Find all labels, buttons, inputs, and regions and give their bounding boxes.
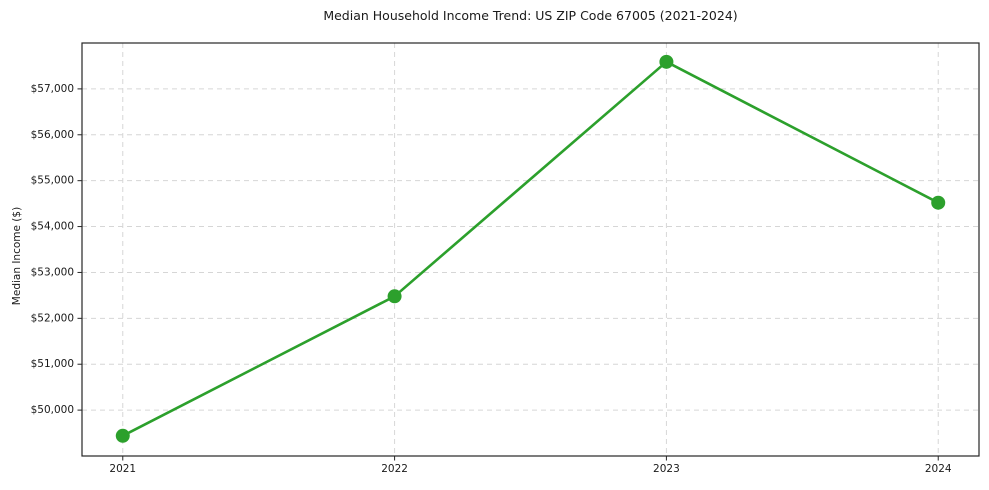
plot-border xyxy=(81,42,980,457)
data-point-2022 xyxy=(387,289,402,304)
x-tick-label-2024: 2024 xyxy=(925,463,952,475)
y-tick-label-56000: $56,000 xyxy=(31,129,74,141)
y-tick-label-53000: $53,000 xyxy=(31,266,74,278)
income-trend-line xyxy=(121,60,940,438)
y-tick-label-57000: $57,000 xyxy=(31,83,74,95)
y-tick-label-50000: $50,000 xyxy=(31,404,74,416)
data-point-2024 xyxy=(931,195,946,210)
x-tick-label-2023: 2023 xyxy=(653,463,680,475)
y-tick-label-54000: $54,000 xyxy=(31,221,74,233)
data-point-2021 xyxy=(115,428,130,443)
data-point-2023 xyxy=(659,54,674,69)
y-tick-label-55000: $55,000 xyxy=(31,175,74,187)
chart-title: Median Household Income Trend: US ZIP Co… xyxy=(323,8,738,23)
y-tick-label-52000: $52,000 xyxy=(31,312,74,324)
y-tick-label-51000: $51,000 xyxy=(31,358,74,370)
x-tick-label-2021: 2021 xyxy=(109,463,136,475)
x-tick-label-2022: 2022 xyxy=(381,463,408,475)
